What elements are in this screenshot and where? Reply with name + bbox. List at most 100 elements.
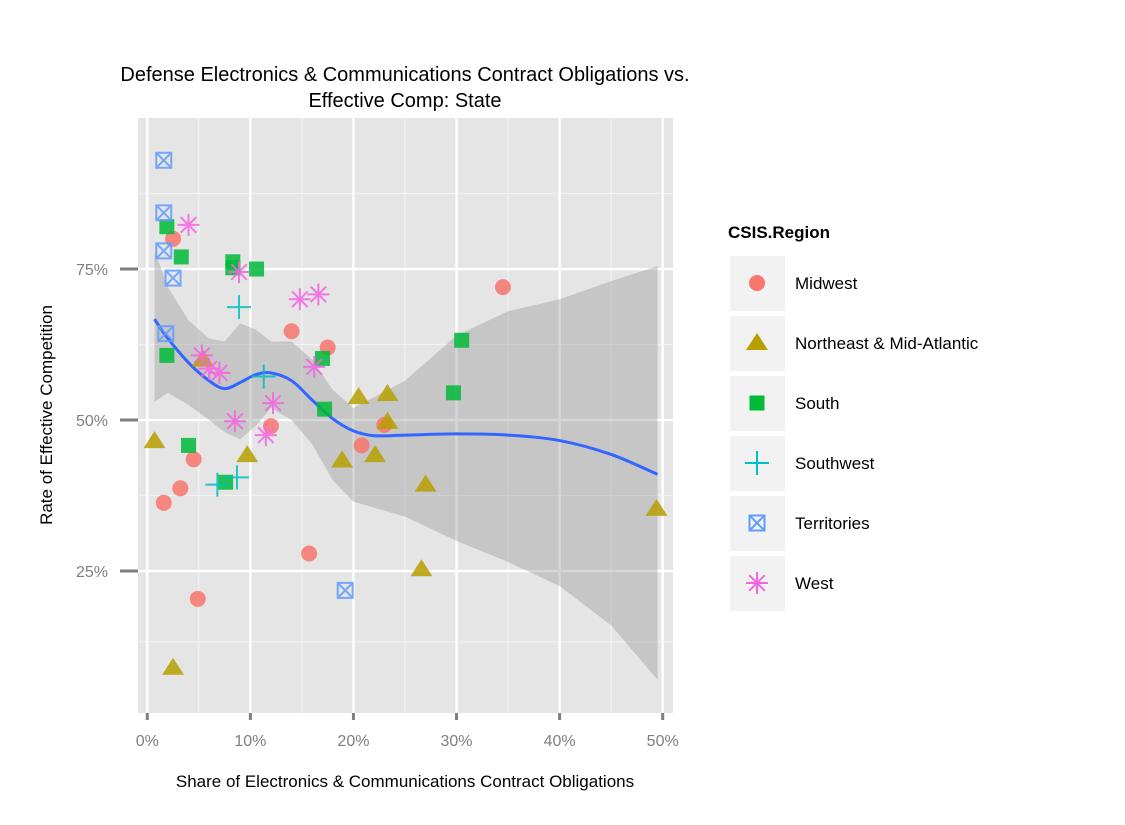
x-tick-label: 20% — [337, 733, 369, 750]
y-tick-label: 75% — [76, 262, 108, 279]
star-marker-stroke — [309, 285, 327, 303]
boxx-marker-box — [164, 269, 182, 287]
point-northeast-mid-atlantic — [236, 445, 259, 463]
point-west — [223, 410, 246, 433]
legend-key-circle — [749, 275, 765, 291]
point-territories — [155, 204, 173, 222]
boxx-marker-box — [336, 581, 354, 599]
point-southwest — [205, 472, 230, 497]
x-tick-label: 10% — [234, 733, 266, 750]
boxx-marker-box — [157, 325, 175, 343]
point-west — [228, 261, 251, 284]
circle-marker — [283, 323, 300, 340]
point-west — [307, 283, 330, 306]
circle-marker — [262, 418, 279, 435]
boxx-marker-stroke — [155, 152, 172, 169]
triangle-marker — [410, 559, 433, 577]
point-northeast-mid-atlantic — [162, 657, 185, 675]
square-marker — [249, 261, 265, 277]
legend: Midwest Northeast & Mid-Atlantic South Sout… — [730, 256, 979, 611]
point-southwest — [251, 364, 276, 389]
square-marker — [218, 474, 234, 490]
star-marker — [303, 355, 326, 378]
confidence-band — [154, 250, 658, 680]
point-west — [254, 424, 277, 447]
boxx-marker — [155, 151, 173, 169]
grid-lines — [138, 118, 673, 713]
triangle-marker — [236, 445, 259, 463]
point-northeast-mid-atlantic — [645, 498, 668, 516]
legend-key-star-stroke — [748, 574, 766, 592]
point-southwest — [227, 295, 252, 320]
plus-marker — [224, 465, 249, 490]
x-axis-title: Share of Electronics & Communications Co… — [176, 772, 634, 791]
star-marker — [228, 261, 251, 284]
data-points — [143, 151, 668, 675]
star-marker — [254, 424, 277, 447]
star-marker-stroke — [193, 346, 211, 364]
boxx-marker — [336, 581, 354, 599]
point-northeast-mid-atlantic — [347, 387, 370, 405]
point-southwest — [224, 465, 249, 490]
point-west — [262, 392, 285, 415]
legend-title: CSIS.Region — [728, 223, 830, 242]
star-marker-stroke — [180, 216, 197, 234]
boxx-marker — [155, 204, 173, 222]
point-northeast-mid-atlantic — [414, 474, 437, 492]
legend-label: Territories — [795, 514, 870, 533]
point-west — [208, 361, 231, 384]
boxx-marker-box — [155, 204, 173, 222]
smooth-line — [153, 318, 659, 476]
y-tick-label: 25% — [76, 564, 108, 581]
square-marker — [159, 219, 175, 235]
triangle-marker — [376, 411, 399, 429]
square-marker — [445, 385, 461, 401]
star-marker — [223, 410, 246, 433]
circle-marker — [155, 494, 172, 511]
legend-key-boxx — [748, 514, 766, 532]
star-marker-stroke — [291, 290, 309, 308]
triangle-marker — [364, 445, 387, 463]
x-tick-label: 0% — [136, 733, 159, 750]
star-marker-stroke — [305, 358, 323, 376]
square-marker — [159, 347, 175, 363]
point-midwest — [155, 494, 172, 511]
point-midwest — [262, 418, 279, 435]
boxx-marker-box — [155, 151, 173, 169]
star-marker — [177, 213, 200, 236]
square-marker — [454, 332, 470, 348]
boxx-marker-stroke — [155, 204, 172, 222]
legend-key-plus — [745, 451, 769, 475]
star-marker-stroke — [264, 394, 282, 412]
x-tick-label: 30% — [441, 733, 473, 750]
circle-marker — [185, 451, 202, 468]
point-south — [173, 249, 189, 265]
triangle-marker — [645, 498, 668, 516]
point-south — [159, 219, 175, 235]
boxx-marker-stroke — [164, 269, 182, 287]
point-west — [190, 344, 213, 367]
smooth-line-group — [153, 318, 659, 476]
triangle-marker — [331, 450, 354, 468]
plus-marker — [251, 364, 276, 389]
point-west — [177, 213, 200, 236]
star-marker — [190, 344, 213, 367]
point-south — [218, 474, 234, 490]
star-marker-stroke — [257, 426, 275, 444]
legend-label: Northeast & Mid-Atlantic — [795, 334, 979, 353]
star-marker — [288, 288, 311, 311]
x-tick-label: 40% — [544, 733, 576, 750]
boxx-marker-box — [155, 242, 173, 260]
point-northeast-mid-atlantic — [410, 559, 433, 577]
boxx-marker — [157, 325, 175, 343]
point-midwest — [185, 451, 202, 468]
point-midwest — [189, 590, 206, 607]
plus-marker — [227, 295, 252, 320]
triangle-marker — [143, 431, 166, 449]
triangle-marker — [414, 474, 437, 492]
legend-key-triangle — [746, 333, 768, 350]
circle-marker — [353, 437, 370, 454]
circle-marker — [301, 545, 318, 562]
circle-marker — [172, 480, 189, 497]
point-midwest — [172, 480, 189, 497]
